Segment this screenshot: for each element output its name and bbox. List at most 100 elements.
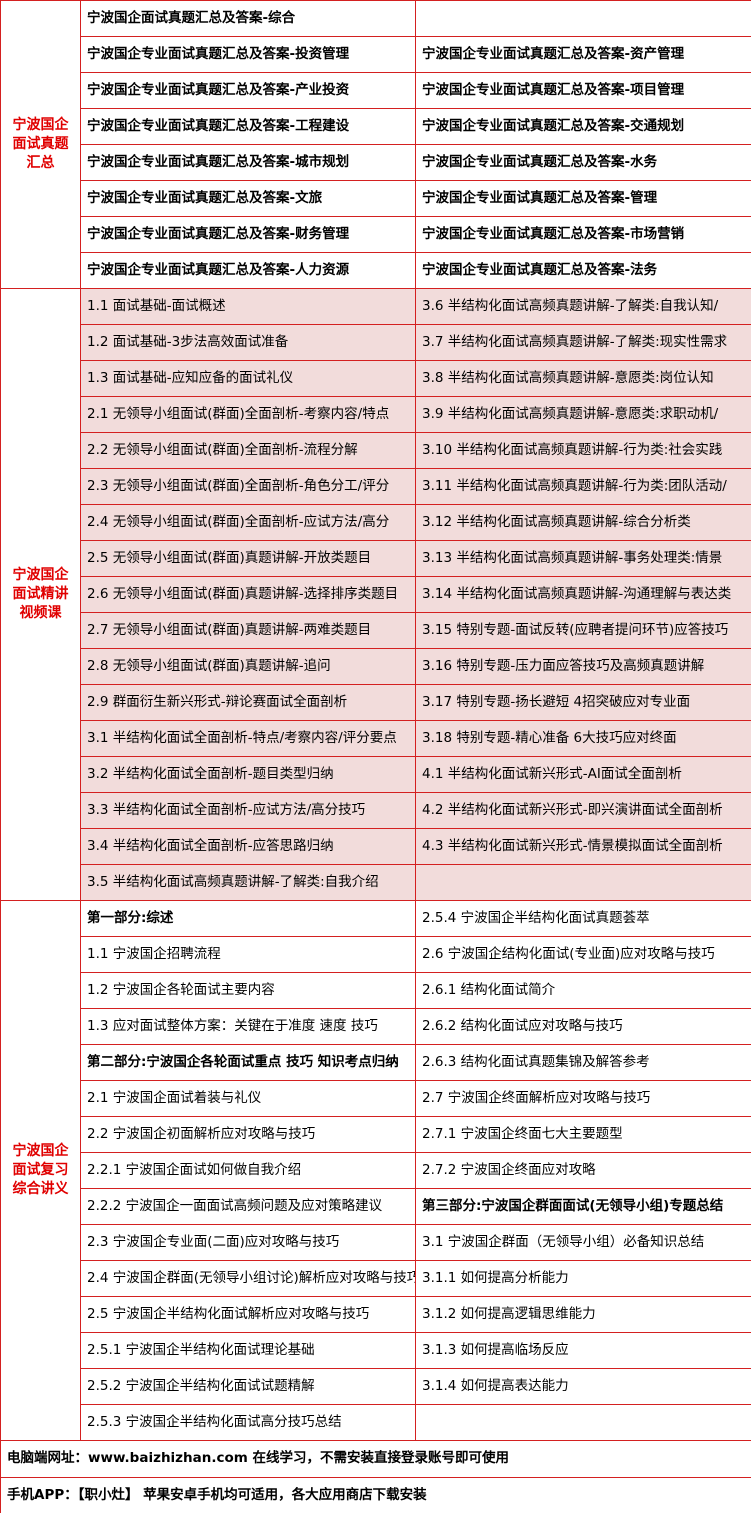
table-row: 1.3 面试基础-应知应备的面试礼仪 3.8 半结构化面试高频真题讲解-意愿类:岗… [1,360,751,397]
table-row: 3.3 半结构化面试全面剖析-应试方法/高分技巧 4.2 半结构化面试新兴形式-即… [1,792,751,829]
cell: 2.3 宁波国企专业面(二面)应对攻略与技巧 [80,1224,416,1261]
cell: 宁波国企专业面试真题汇总及答案-人力资源 [80,252,416,289]
cell-text: 4.3 半结构化面试新兴形式-情景模拟面试全面剖析 [422,838,723,854]
cell-text: 1.3 应对面试整体方案：关键在于准度 速度 技巧 [87,1018,378,1034]
cell: 4.2 半结构化面试新兴形式-即兴演讲面试全面剖析 [415,792,751,829]
cell-text: 3.1.1 如何提高分析能力 [422,1270,569,1286]
cell-text: 宁波国企专业面试真题汇总及答案-交通规划 [422,118,685,134]
cell: 3.18 特别专题-精心准备 6大技巧应对终面 [415,720,751,757]
cell: 宁波国企专业面试真题汇总及答案-工程建设 [80,108,416,145]
cell: 宁波国企专业面试真题汇总及答案-城市规划 [80,144,416,181]
table-row: 1.2 面试基础-3步法高效面试准备 3.7 半结构化面试高频真题讲解-了解类:现… [1,324,751,361]
cell: 宁波国企专业面试真题汇总及答案-市场营销 [415,216,751,253]
cell-text: 宁波国企专业面试真题汇总及答案-项目管理 [422,82,685,98]
cell: 3.4 半结构化面试全面剖析-应答思路归纳 [80,828,416,865]
cell-text: 宁波国企专业面试真题汇总及答案-市场营销 [422,226,685,242]
cell-text: 2.5.4 宁波国企半结构化面试真题荟萃 [422,910,650,926]
cell: 2.5.1 宁波国企半结构化面试理论基础 [80,1332,416,1369]
cell-text: 3.17 特别专题-扬长避短 4招突破应对专业面 [422,694,691,710]
cell: 2.5.3 宁波国企半结构化面试高分技巧总结 [80,1404,416,1441]
table-row: 2.6 无领导小组面试(群面)真题讲解-选择排序类题目 3.14 半结构化面试高频… [1,576,751,613]
cell-text: 3.1.4 如何提高表达能力 [422,1378,569,1394]
cell: 2.7.1 宁波国企终面七大主要题型 [415,1116,751,1153]
cell: 3.11 半结构化面试高频真题讲解-行为类:团队活动/ [415,468,751,505]
cell: 1.2 面试基础-3步法高效面试准备 [80,324,416,361]
table-row: 宁波国企专业面试真题汇总及答案-财务管理 宁波国企专业面试真题汇总及答案-市场营销 [1,216,751,253]
cell: 宁波国企专业面试真题汇总及答案-文旅 [80,180,416,217]
cell-text: 宁波国企专业面试真题汇总及答案-法务 [422,262,658,278]
cell-text: 宁波国企专业面试真题汇总及答案-城市规划 [87,154,350,170]
cell: 2.6.2 结构化面试应对攻略与技巧 [415,1008,751,1045]
footer-row: 电脑端网址：www.baizhizhan.com 在线学习，不需安装直接登录账号… [0,1440,751,1478]
cell-text: 2.6 无领导小组面试(群面)真题讲解-选择排序类题目 [87,586,399,602]
cell: 3.10 半结构化面试高频真题讲解-行为类:社会实践 [415,432,751,469]
cell-text: 2.8 无领导小组面试(群面)真题讲解-追问 [87,658,331,674]
cell-text: 1.3 面试基础-应知应备的面试礼仪 [87,370,294,386]
cell-text: 宁波国企专业面试真题汇总及答案-产业投资 [87,82,350,98]
table-row: 2.2.1 宁波国企面试如何做自我介绍 2.7.2 宁波国企终面应对攻略 [1,1152,751,1189]
cell-text: 2.7.1 宁波国企终面七大主要题型 [422,1126,623,1142]
cell-text: 3.3 半结构化面试全面剖析-应试方法/高分技巧 [87,802,366,818]
cell-text: 2.7.2 宁波国企终面应对攻略 [422,1162,596,1178]
cell-text: 2.4 无领导小组面试(群面)全面剖析-应试方法/高分 [87,514,390,530]
cell-text: 3.1.2 如何提高逻辑思维能力 [422,1306,596,1322]
cell: 2.1 无领导小组面试(群面)全面剖析-考察内容/特点 [80,396,416,433]
cell-text: 3.11 半结构化面试高频真题讲解-行为类:团队活动/ [422,478,727,494]
cell: 宁波国企专业面试真题汇总及答案-法务 [415,252,751,289]
cell-text: 3.1.3 如何提高临场反应 [422,1342,569,1358]
cell-text: 3.5 半结构化面试高频真题讲解-了解类:自我介绍 [87,874,379,890]
cell-text: 2.9 群面衍生新兴形式-辩论赛面试全面剖析 [87,694,348,710]
cell-text: 4.1 半结构化面试新兴形式-AI面试全面剖析 [422,766,682,782]
table-row: 2.1 无领导小组面试(群面)全面剖析-考察内容/特点 3.9 半结构化面试高频真… [1,396,751,433]
cell: 2.7 无领导小组面试(群面)真题讲解-两难类题目 [80,612,416,649]
cell: 宁波国企专业面试真题汇总及答案-水务 [415,144,751,181]
cell: 3.1.2 如何提高逻辑思维能力 [415,1296,751,1333]
cell: 电脑端网址：www.baizhizhan.com 在线学习，不需安装直接登录账号… [0,1440,751,1478]
cell: 2.6.1 结构化面试简介 [415,972,751,1009]
table-row: 2.5.1 宁波国企半结构化面试理论基础 3.1.3 如何提高临场反应 [1,1332,751,1369]
cell: 3.17 特别专题-扬长避短 4招突破应对专业面 [415,684,751,721]
cell: 1.1 面试基础-面试概述 [80,288,416,325]
cell-text: 1.1 宁波国企招聘流程 [87,946,221,962]
cell-text: 3.6 半结构化面试高频真题讲解-了解类:自我认知/ [422,298,719,314]
cell: 3.15 特别专题-面试反转(应聘者提问环节)应答技巧 [415,612,751,649]
table-row: 2.5.2 宁波国企半结构化面试试题精解 3.1.4 如何提高表达能力 [1,1368,751,1405]
cell: 3.2 半结构化面试全面剖析-题目类型归纳 [80,756,416,793]
table-row: 2.7 无领导小组面试(群面)真题讲解-两难类题目 3.15 特别专题-面试反转(… [1,612,751,649]
table-row: 2.2 无领导小组面试(群面)全面剖析-流程分解 3.10 半结构化面试高频真题讲… [1,432,751,469]
table-row: 宁波国企面试精讲视频课 1.1 面试基础-面试概述 3.6 半结构化面试高频真题讲解… [0,288,751,901]
cell: 3.8 半结构化面试高频真题讲解-意愿类:岗位认知 [415,360,751,397]
cell: 2.4 无领导小组面试(群面)全面剖析-应试方法/高分 [80,504,416,541]
table-row: 2.3 无领导小组面试(群面)全面剖析-角色分工/评分 3.11 半结构化面试高频… [1,468,751,505]
table-row: 2.5 宁波国企半结构化面试解析应对攻略与技巧 3.1.2 如何提高逻辑思维能力 [1,1296,751,1333]
cell: 1.1 宁波国企招聘流程 [80,936,416,973]
cell: 宁波国企面试真题汇总及答案-综合 [80,0,416,37]
cell-text: 宁波国企面试真题汇总及答案-综合 [87,10,296,26]
cell-text: 宁波国企专业面试真题汇总及答案-文旅 [87,190,323,206]
cell-text: 3.4 半结构化面试全面剖析-应答思路归纳 [87,838,334,854]
table-row: 宁波国企专业面试真题汇总及答案-人力资源 宁波国企专业面试真题汇总及答案-法务 [1,252,751,289]
cell: 1.3 面试基础-应知应备的面试礼仪 [80,360,416,397]
cell-text: 3.1 半结构化面试全面剖析-特点/考察内容/评分要点 [87,730,397,746]
cell: 3.1.3 如何提高临场反应 [415,1332,751,1369]
cell-text: 第二部分:宁波国企各轮面试重点 技巧 知识考点归纳 [87,1054,399,1070]
cell-text: 2.2.1 宁波国企面试如何做自我介绍 [87,1162,302,1178]
cell: 2.5.4 宁波国企半结构化面试真题荟萃 [415,900,751,937]
cell-text: 3.7 半结构化面试高频真题讲解-了解类:现实性需求 [422,334,728,350]
cell: 1.3 应对面试整体方案：关键在于准度 速度 技巧 [80,1008,416,1045]
cell [415,864,751,901]
cell: 1.2 宁波国企各轮面试主要内容 [80,972,416,1009]
cell-text: 3.12 半结构化面试高频真题讲解-综合分析类 [422,514,691,530]
cell-text: 宁波国企专业面试真题汇总及答案-资产管理 [422,46,685,62]
cell: 2.9 群面衍生新兴形式-辩论赛面试全面剖析 [80,684,416,721]
cell-text: 3.15 特别专题-面试反转(应聘者提问环节)应答技巧 [422,622,729,638]
cell-text: 宁波国企专业面试真题汇总及答案-财务管理 [87,226,350,242]
cell: 2.2.1 宁波国企面试如何做自我介绍 [80,1152,416,1189]
table-row: 3.1 半结构化面试全面剖析-特点/考察内容/评分要点 3.18 特别专题-精心准… [1,720,751,757]
cell: 3.16 特别专题-压力面应答技巧及高频真题讲解 [415,648,751,685]
cell-text: 宁波国企专业面试真题汇总及答案-管理 [422,190,658,206]
cell [415,1404,751,1441]
cell-text: 第三部分:宁波国企群面面试(无领导小组)专题总结 [422,1198,724,1214]
cell-text: 4.2 半结构化面试新兴形式-即兴演讲面试全面剖析 [422,802,723,818]
